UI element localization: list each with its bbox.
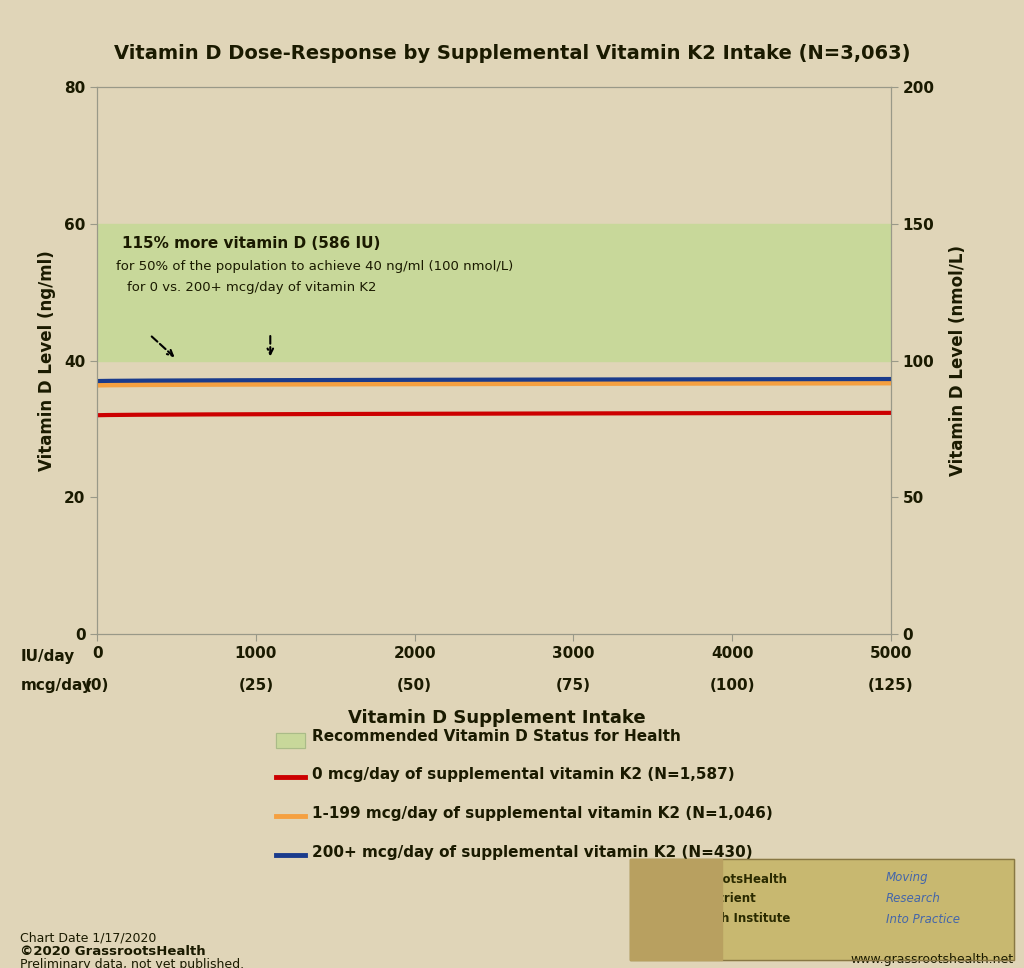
Text: www.grassrootshealth.net: www.grassrootshealth.net: [851, 953, 1014, 966]
Text: (100): (100): [710, 679, 755, 693]
Text: Vitamin D Supplement Intake: Vitamin D Supplement Intake: [348, 710, 645, 727]
Text: (25): (25): [239, 679, 273, 693]
Bar: [97, 224, 891, 361]
Text: 115% more vitamin D (586 IU): 115% more vitamin D (586 IU): [122, 236, 380, 251]
Y-axis label: Vitamin D Level (ng/ml): Vitamin D Level (ng/ml): [38, 250, 55, 471]
Text: (75): (75): [556, 679, 591, 693]
Text: Preliminary data, not yet published.: Preliminary data, not yet published.: [20, 958, 245, 968]
Text: IU/day: IU/day: [20, 650, 75, 664]
Text: Nutrient: Nutrient: [701, 892, 757, 905]
Text: Into Practice: Into Practice: [886, 914, 959, 926]
Text: Moving: Moving: [886, 871, 929, 884]
Text: (125): (125): [868, 679, 913, 693]
Text: Research Institute: Research Institute: [668, 912, 791, 924]
Text: ©2020 GrassrootsHealth: ©2020 GrassrootsHealth: [20, 945, 206, 957]
Text: (0): (0): [85, 679, 110, 693]
Text: Recommended Vitamin D Status for Health: Recommended Vitamin D Status for Health: [312, 729, 681, 743]
Text: (50): (50): [397, 679, 432, 693]
Y-axis label: Vitamin D Level (nmol/L): Vitamin D Level (nmol/L): [948, 245, 967, 476]
Text: 200+ mcg/day of supplemental vitamin K2 (N=430): 200+ mcg/day of supplemental vitamin K2 …: [312, 845, 753, 860]
Text: for 0 vs. 200+ mcg/day of vitamin K2: for 0 vs. 200+ mcg/day of vitamin K2: [127, 281, 376, 294]
Text: mcg/day: mcg/day: [20, 679, 92, 693]
Text: GrassrootsHealth: GrassrootsHealth: [671, 873, 787, 886]
Text: 1-199 mcg/day of supplemental vitamin K2 (N=1,046): 1-199 mcg/day of supplemental vitamin K2…: [312, 806, 773, 821]
Text: Chart Date 1/17/2020: Chart Date 1/17/2020: [20, 931, 157, 944]
Text: for 50% of the population to achieve 40 ng/ml (100 nmol/L): for 50% of the population to achieve 40 …: [116, 260, 513, 273]
Text: Research: Research: [886, 892, 941, 905]
Text: 0 mcg/day of supplemental vitamin K2 (N=1,587): 0 mcg/day of supplemental vitamin K2 (N=…: [312, 768, 735, 782]
Text: Vitamin D Dose-Response by Supplemental Vitamin K2 Intake (N=3,063): Vitamin D Dose-Response by Supplemental …: [114, 44, 910, 63]
